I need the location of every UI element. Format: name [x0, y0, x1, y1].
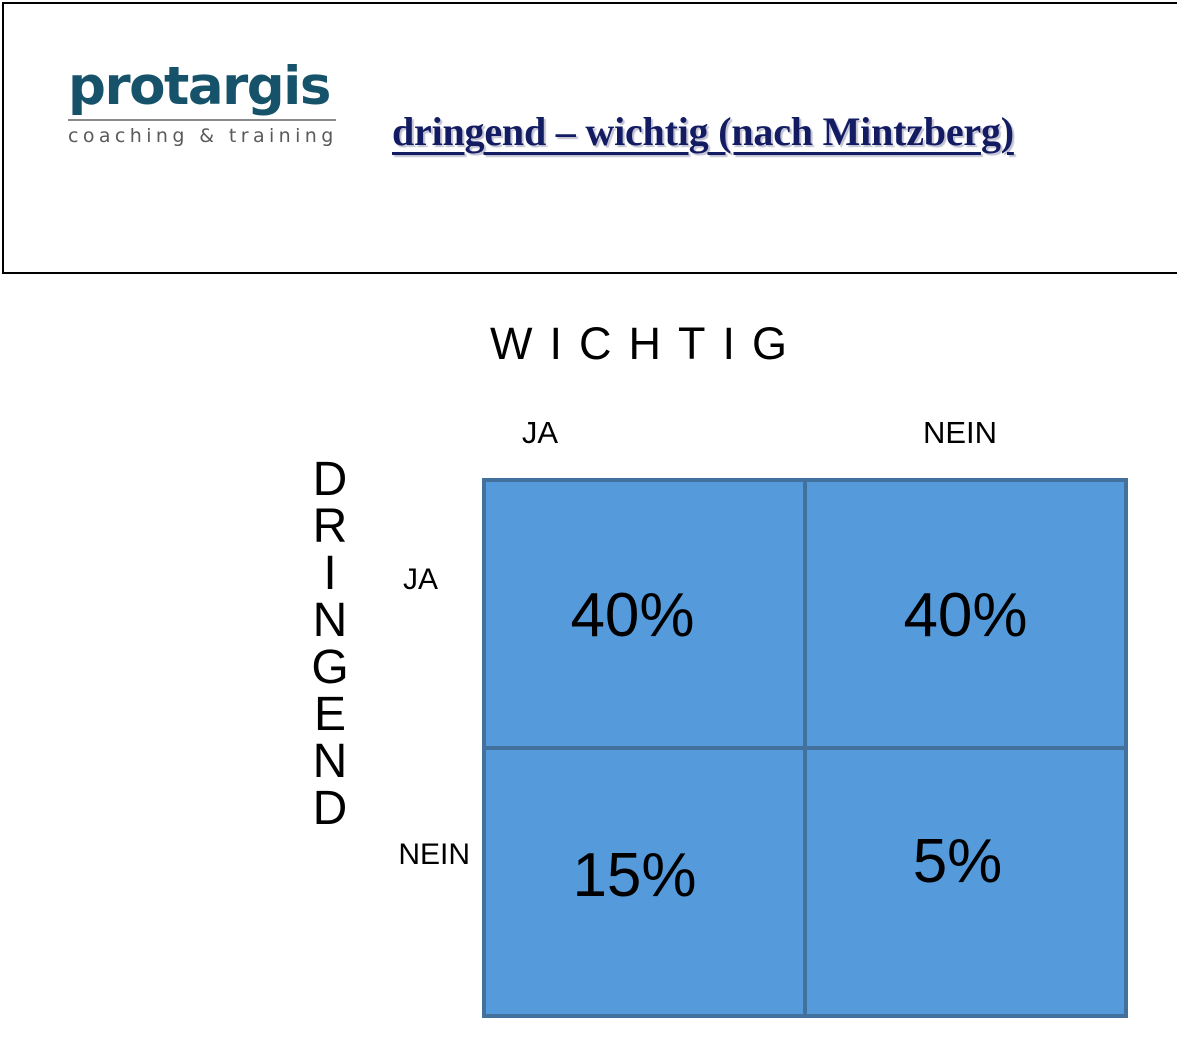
- cell-value: 40%: [903, 581, 1028, 650]
- matrix-cell-dringend-nein-wichtig-nein[interactable]: 5%: [807, 750, 1124, 1014]
- row-axis-letter: D: [312, 782, 348, 836]
- page-title: dringend – wichtig (nach Mintzberg): [392, 109, 1014, 154]
- row-axis-letter: G: [311, 641, 349, 695]
- cell-value: 40%: [570, 581, 695, 650]
- matrix-cell-dringend-nein-wichtig-ja[interactable]: 15%: [486, 750, 803, 1014]
- column-header-ja: JA: [521, 415, 559, 450]
- column-header-nein: NEIN: [922, 415, 998, 450]
- row-axis-title: D R I N G E N D: [300, 453, 360, 836]
- cell-value: 15%: [572, 841, 697, 910]
- cell-value: 5%: [912, 827, 1003, 896]
- slide-header-frame: protargis coaching & training dringend –…: [2, 2, 1177, 274]
- logo-tagline: coaching & training: [68, 125, 338, 147]
- row-header-ja: JA: [402, 563, 438, 596]
- row-axis-letter: N: [312, 735, 348, 789]
- matrix-cell-dringend-ja-wichtig-nein[interactable]: 40%: [807, 482, 1124, 746]
- row-header-nein: NEIN: [398, 838, 470, 871]
- logo-divider-rule: [68, 119, 336, 121]
- column-axis-title: WICHTIG: [490, 318, 804, 369]
- eisenhower-matrix: 40% 40% 15% 5%: [482, 478, 1128, 1018]
- row-axis-letter: D: [312, 453, 348, 506]
- logo-wordmark: protargis: [68, 56, 331, 117]
- row-axis-letter: R: [312, 500, 348, 554]
- row-axis-letter: N: [312, 594, 348, 648]
- row-axis-letter: I: [323, 547, 337, 601]
- protargis-logo: protargis coaching & training: [68, 60, 338, 147]
- row-axis-letter: E: [313, 688, 346, 742]
- matrix-cell-dringend-ja-wichtig-ja[interactable]: 40%: [486, 482, 803, 746]
